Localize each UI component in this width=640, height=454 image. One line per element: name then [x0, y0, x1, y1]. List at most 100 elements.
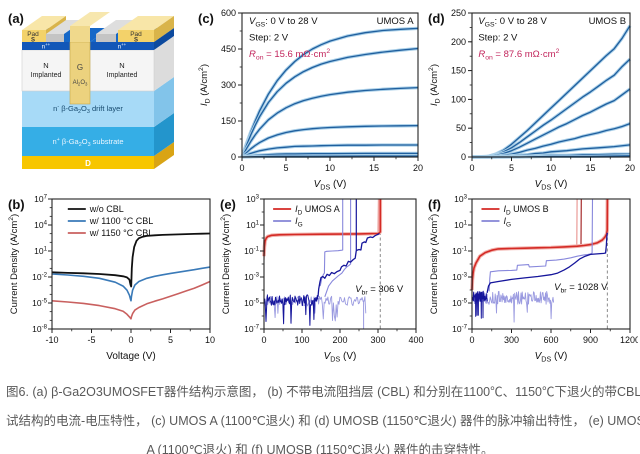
caption-line: A (1100℃退火) 和 (f) UMOSB (1150℃退火) 器件的击穿特… [146, 443, 494, 454]
svg-text:10-7: 10-7 [452, 323, 468, 334]
svg-text:10-3: 10-3 [452, 271, 468, 282]
svg-text:10-5: 10-5 [32, 297, 48, 308]
svg-text:Pad: Pad [130, 31, 142, 38]
svg-text:w/ 1150 °C CBL: w/ 1150 °C CBL [89, 228, 153, 238]
svg-text:10-7: 10-7 [244, 323, 260, 334]
svg-text:Pad: Pad [27, 31, 39, 38]
svg-text:Current Density (A/cm2): Current Density (A/cm2) [220, 214, 232, 314]
cbl-current-voltage-chart: -10 -5 0 5 10 10-8 10-5 10-2 101 104 107 Voltage (V… [8, 193, 215, 362]
svg-text:15: 15 [369, 163, 379, 173]
svg-text:UMOS B: UMOS B [589, 16, 626, 27]
svg-text:0: 0 [261, 335, 266, 345]
svg-text:VDS (V): VDS (V) [314, 179, 347, 192]
svg-text:n++: n++ [118, 42, 127, 51]
svg-text:5: 5 [168, 335, 173, 345]
svg-text:600: 600 [543, 335, 558, 345]
svg-text:10-5: 10-5 [452, 297, 468, 308]
svg-text:Implanted: Implanted [31, 72, 62, 79]
svg-text:VGS: 0 V to 28 V: VGS: 0 V to 28 V [249, 16, 318, 28]
svg-text:300: 300 [504, 335, 519, 345]
svg-text:S: S [31, 38, 35, 44]
svg-text:(f): (f) [428, 197, 441, 212]
svg-text:-10: -10 [45, 335, 58, 345]
svg-text:10-1: 10-1 [244, 245, 260, 256]
panel-f-breakdown-chart-umos-b: 0 300 600 900 1200 10-7 10-5 10-3 10-1 101 103 VDS … [426, 192, 640, 369]
svg-text:ID (A/cm2): ID (A/cm2) [428, 64, 441, 106]
svg-text:(d): (d) [428, 11, 445, 26]
svg-text:w/o CBL: w/o CBL [89, 204, 124, 214]
svg-text:100: 100 [451, 94, 466, 104]
svg-text:ID (A/cm2): ID (A/cm2) [198, 64, 211, 106]
svg-text:900: 900 [583, 335, 598, 345]
svg-text:-5: -5 [87, 335, 95, 345]
svg-text:100: 100 [294, 335, 309, 345]
svg-text:104: 104 [34, 219, 47, 230]
svg-text:10: 10 [205, 335, 215, 345]
svg-text:Ron = 87.6 mΩ·cm2: Ron = 87.6 mΩ·cm2 [478, 48, 559, 61]
svg-text:VDS (V): VDS (V) [324, 351, 357, 364]
svg-text:(a): (a) [8, 11, 24, 26]
svg-text:Current Density (A/cm2): Current Density (A/cm2) [428, 214, 440, 314]
svg-text:10: 10 [325, 163, 335, 173]
svg-text:0: 0 [231, 152, 236, 162]
svg-text:103: 103 [246, 193, 259, 204]
svg-text:n+ β-Ga2O3 substrate: n+ β-Ga2O3 substrate [52, 137, 123, 148]
svg-text:5: 5 [283, 163, 288, 173]
svg-text:ID UMOS A: ID UMOS A [295, 204, 340, 216]
svg-text:N: N [119, 61, 124, 70]
svg-text:20: 20 [625, 163, 635, 173]
svg-text:Implanted: Implanted [107, 72, 138, 79]
svg-text:50: 50 [456, 123, 466, 133]
svg-text:0: 0 [461, 152, 466, 162]
svg-text:1200: 1200 [620, 335, 638, 345]
svg-text:15: 15 [585, 163, 595, 173]
svg-text:n- β-Ga2O3 drift layer: n- β-Ga2O3 drift layer [53, 104, 123, 115]
svg-text:Ron = 15.6 mΩ·cm2: Ron = 15.6 mΩ·cm2 [249, 48, 330, 61]
svg-text:Current Density (A/cm2): Current Density (A/cm2) [8, 214, 20, 314]
svg-text:D: D [85, 159, 91, 168]
svg-text:VDS (V): VDS (V) [535, 179, 568, 192]
svg-text:200: 200 [332, 335, 347, 345]
svg-text:300: 300 [370, 335, 385, 345]
svg-text:UMOS A: UMOS A [377, 16, 415, 27]
caption-line: 试结构的电流-电压特性， (c) UMOS A (1100℃退火) 和 (d) … [6, 414, 640, 428]
breakdown-chart-umos-b: 0 300 600 900 1200 10-7 10-5 10-3 10-1 101 103 VDS … [428, 193, 640, 363]
svg-text:S: S [134, 38, 138, 44]
svg-text:150: 150 [221, 116, 236, 126]
svg-text:5: 5 [509, 163, 514, 173]
figure-caption: 图6. (a) β-Ga2O3UMOSFET器件结构示意图， (b) 不带电流阻… [0, 374, 640, 454]
svg-text:400: 400 [408, 335, 423, 345]
svg-text:250: 250 [451, 8, 466, 18]
svg-text:G: G [77, 63, 83, 72]
svg-text:0: 0 [128, 335, 133, 345]
svg-text:Vbr = 306 V: Vbr = 306 V [355, 284, 404, 296]
svg-text:Vbr = 1028 V: Vbr = 1028 V [554, 282, 608, 294]
svg-text:10-8: 10-8 [32, 323, 48, 334]
svg-text:101: 101 [454, 219, 467, 230]
panel-e-breakdown-chart-umos-a: 0 100 200 300 400 10-7 10-5 10-3 10-1 101 103 VDS (… [218, 192, 424, 369]
svg-text:0: 0 [469, 335, 474, 345]
svg-text:10-2: 10-2 [32, 271, 48, 282]
svg-text:n++: n++ [42, 42, 51, 51]
panel-b-cbl-iv-chart: -10 -5 0 5 10 10-8 10-5 10-2 101 104 107 Voltage (V… [6, 192, 218, 369]
svg-text:0: 0 [469, 163, 474, 173]
svg-text:Step: 2 V: Step: 2 V [249, 32, 289, 43]
svg-text:(b): (b) [8, 197, 25, 212]
output-characteristics-chart-umos-a: 0 5 10 15 20 0 150 300 450 600 VDS (V) ID (A/cm2) (c… [198, 8, 423, 192]
svg-text:VGS: 0 V to 28 V: VGS: 0 V to 28 V [478, 16, 547, 28]
svg-text:101: 101 [34, 245, 47, 256]
svg-text:150: 150 [451, 66, 466, 76]
svg-text:Step: 2 V: Step: 2 V [478, 32, 518, 43]
svg-text:Voltage (V): Voltage (V) [106, 351, 155, 362]
svg-text:10-3: 10-3 [244, 271, 260, 282]
svg-text:IG: IG [295, 216, 303, 228]
svg-text:300: 300 [221, 80, 236, 90]
breakdown-chart-umos-a: 0 100 200 300 400 10-7 10-5 10-3 10-1 101 103 VDS (… [220, 193, 424, 364]
svg-text:IG: IG [503, 216, 511, 228]
svg-text:10: 10 [546, 163, 556, 173]
svg-text:103: 103 [454, 193, 467, 204]
panel-d-output-chart-umos-b: 0 5 10 15 20 0 50 100 150 200 250 VDS (V) ID (A/cm2)… [426, 6, 638, 197]
panel-c-output-chart-umos-a: 0 5 10 15 20 0 150 300 450 600 VDS (V) ID (A/cm2) (c… [196, 6, 426, 197]
